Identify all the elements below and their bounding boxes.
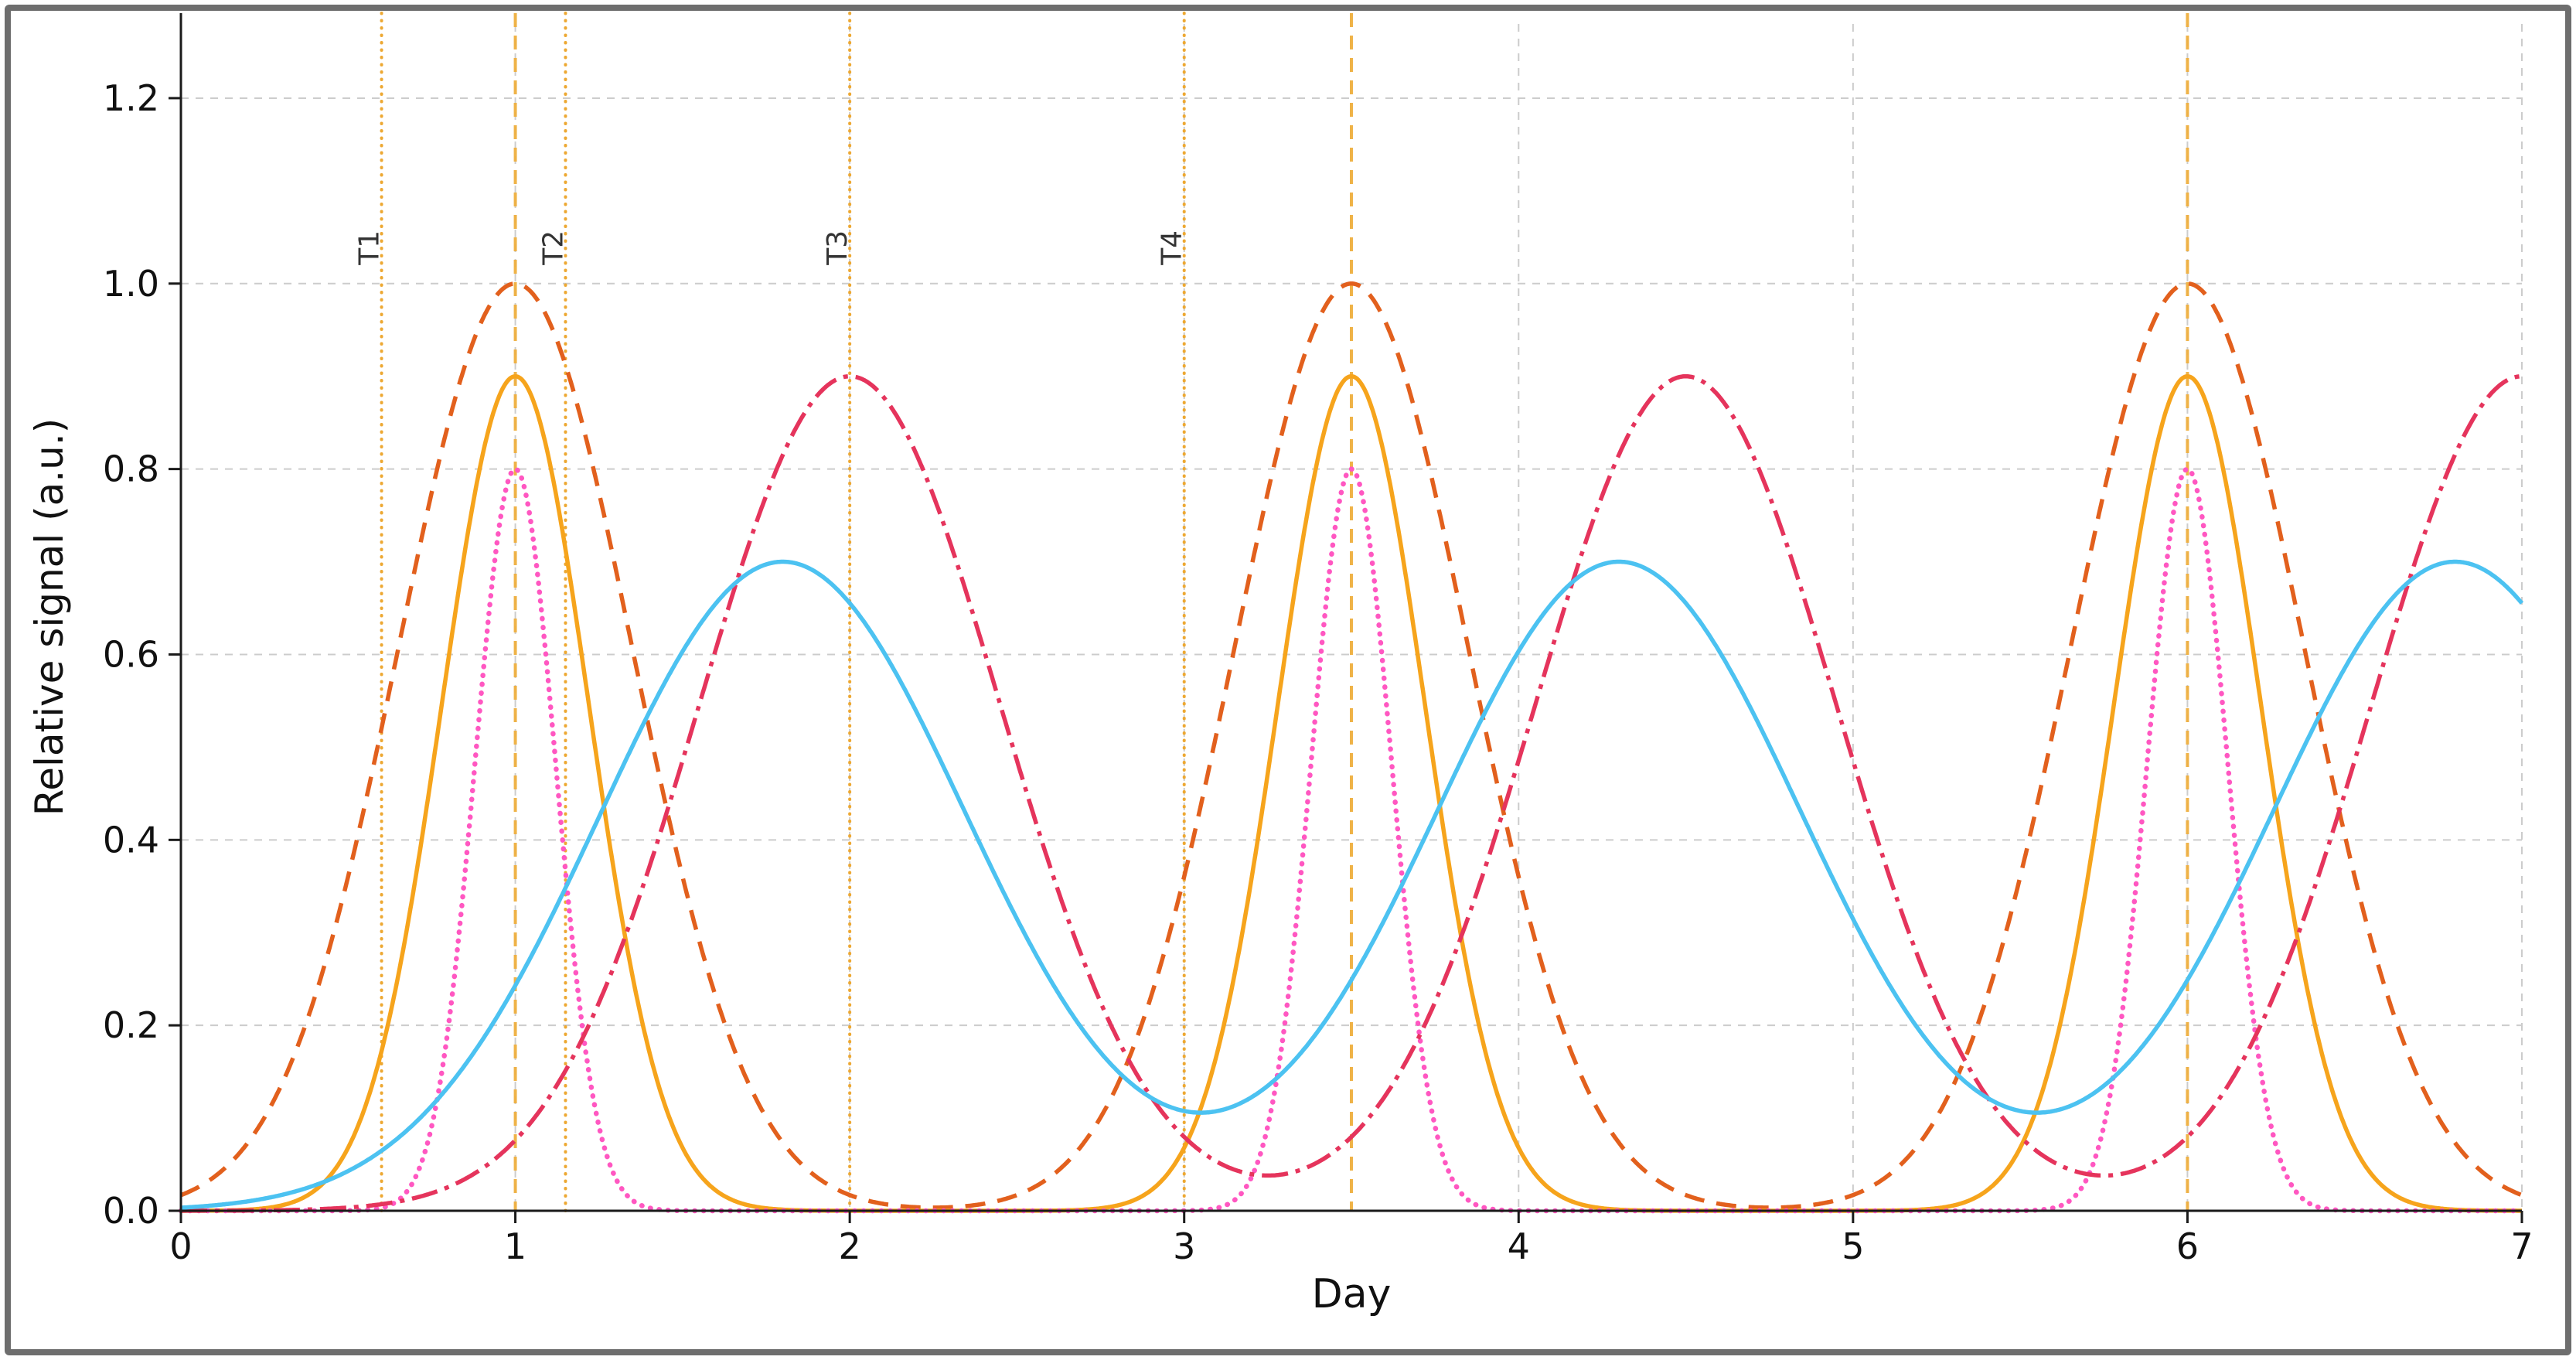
y-tick-label: 0.2 — [103, 1004, 159, 1046]
y-tick-label: 1.0 — [103, 263, 159, 305]
x-tick-label: 4 — [1508, 1225, 1530, 1267]
x-tick-label: 7 — [2510, 1225, 2533, 1267]
x-tick-label: 0 — [169, 1225, 192, 1267]
series-skyblue-solid — [181, 559, 2524, 1210]
x-tick-label: 2 — [839, 1225, 861, 1267]
event-label: T1 — [354, 230, 386, 266]
y-tick-label: 0.4 — [103, 819, 159, 861]
y-tick-label: 0.8 — [103, 448, 159, 490]
x-tick-label: 5 — [1842, 1225, 1864, 1267]
event-label: T3 — [822, 230, 854, 266]
y-tick-label: 0.0 — [103, 1190, 159, 1232]
x-tick-label: 3 — [1173, 1225, 1195, 1267]
x-tick-label: 6 — [2176, 1225, 2199, 1267]
x-axis-label: Day — [1311, 1271, 1392, 1317]
series-orange-solid — [181, 373, 2522, 1213]
event-label: T4 — [1157, 230, 1188, 266]
y-tick-label: 1.2 — [103, 77, 159, 119]
x-tick-label: 1 — [504, 1225, 526, 1267]
y-axis-label: Relative signal (a.u.) — [27, 418, 72, 816]
series-crimson-dashdot — [181, 373, 2522, 1213]
event-label: T2 — [537, 230, 569, 266]
series-broad-orange-dashed — [179, 281, 2523, 1210]
series-pink-dotted — [178, 466, 2525, 1214]
y-tick-label: 0.6 — [103, 633, 159, 675]
